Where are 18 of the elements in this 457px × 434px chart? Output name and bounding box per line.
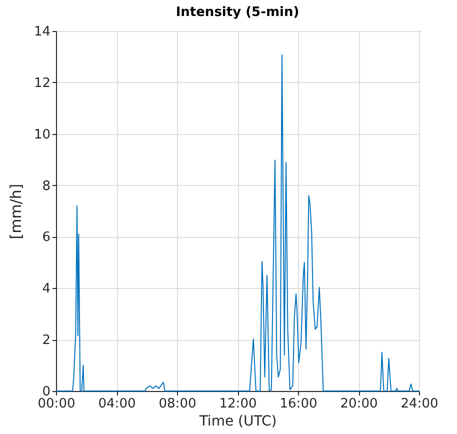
- x-tick-label: 16:00: [280, 396, 318, 412]
- x-tick-label: 04:00: [98, 396, 136, 412]
- y-tick-label: 12: [34, 76, 50, 91]
- y-tick-label: 14: [34, 24, 50, 40]
- x-axis-title: Time (UTC): [198, 414, 277, 430]
- y-tick-label: 2: [42, 333, 50, 348]
- x-tick-label: 20:00: [340, 396, 378, 412]
- x-tick-label: 00:00: [38, 396, 76, 412]
- x-tick-label: 24:00: [400, 396, 438, 412]
- x-tick-label: 08:00: [158, 396, 196, 412]
- chart-title: Intensity (5-min): [176, 5, 300, 20]
- y-axis-title: [mm/h]: [6, 184, 25, 240]
- y-tick-label: 4: [42, 282, 50, 297]
- y-tick-label: 10: [34, 127, 50, 142]
- y-tick-label: 8: [42, 178, 50, 194]
- x-tick-label: 12:00: [219, 396, 257, 412]
- y-tick-label: 6: [42, 230, 50, 246]
- y-tick-label: 0: [42, 384, 50, 400]
